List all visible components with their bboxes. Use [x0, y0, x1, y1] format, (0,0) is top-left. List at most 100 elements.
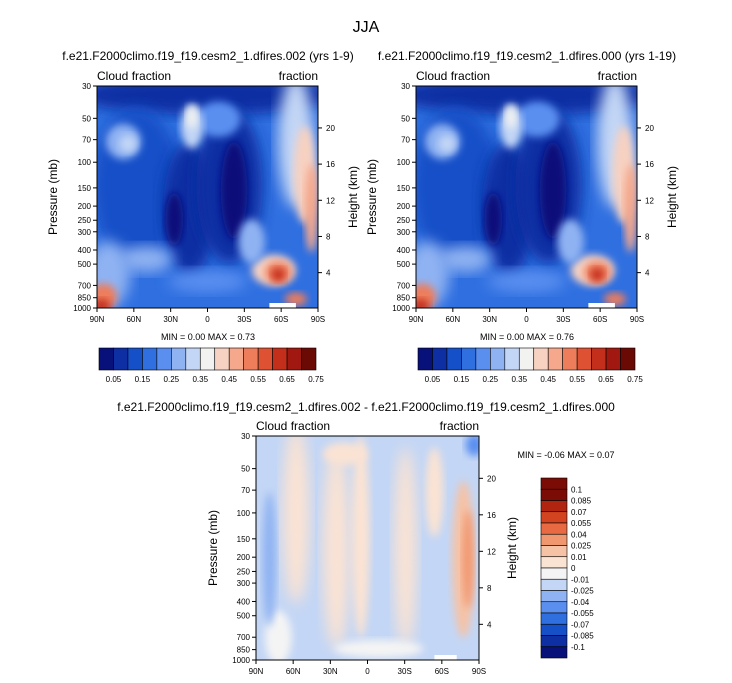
panel-3-field	[256, 436, 479, 660]
height-tick-label: 4	[645, 269, 650, 278]
y-tick-label: 50	[82, 114, 91, 123]
y-tick-label: 850	[237, 646, 251, 655]
field-contour	[484, 192, 503, 246]
panel-2-subtitle-left: Cloud fraction	[416, 69, 490, 83]
colorbar-label: 0.05	[106, 375, 122, 384]
colorbar-label: 0.35	[192, 375, 208, 384]
colorbar-swatch	[540, 533, 568, 546]
colorbar-swatch	[620, 347, 636, 371]
colorbar-label: 0.15	[454, 375, 470, 384]
colorbar-label: -0.01	[571, 575, 590, 584]
colorbar-swatch	[540, 488, 568, 501]
panel-2-stats: MIN = 0.00 MAX = 0.76	[480, 332, 574, 342]
height-tick-label: 4	[326, 269, 331, 278]
field-contour	[603, 292, 626, 306]
panel-1-title: f.e21.F2000climo.f19_f19.cesm2_1.dfires.…	[62, 49, 353, 63]
panel-3: f.e21.F2000climo.f19_f19.cesm2_1.dfires.…	[117, 400, 615, 676]
height-tick-label: 8	[326, 232, 331, 241]
y-tick-label: 400	[397, 246, 411, 255]
panel-2-field	[416, 86, 637, 308]
field-contour	[196, 101, 241, 138]
field-contour	[515, 101, 560, 138]
colorbar-swatch	[127, 347, 143, 371]
colorbar-label: 0.025	[571, 542, 592, 551]
x-tick-label: 30N	[482, 315, 497, 324]
colorbar-swatch	[540, 601, 568, 614]
colorbar-label: -0.055	[571, 609, 594, 618]
y-tick-label: 400	[78, 246, 92, 255]
x-tick-label: 60S	[593, 315, 607, 324]
colorbar-swatch	[540, 556, 568, 569]
colorbar-swatch	[185, 347, 201, 371]
x-tick-label: 60N	[445, 315, 460, 324]
x-tick-label: 0	[205, 315, 210, 324]
height-tick-label: 12	[645, 196, 654, 205]
colorbar-label: 0.07	[571, 508, 587, 517]
colorbar-swatch	[243, 347, 259, 371]
x-tick-label: 30N	[323, 667, 338, 676]
y-tick-label: 30	[401, 82, 410, 91]
colorbar-swatch	[540, 635, 568, 648]
colorbar-swatch	[540, 623, 568, 636]
panel-3-ylabel-left: Pressure (mb)	[206, 510, 220, 586]
y-tick-label: 300	[237, 579, 251, 588]
x-tick-label: 90S	[630, 315, 644, 324]
colorbar-swatch	[156, 347, 172, 371]
colorbar-swatch	[540, 612, 568, 625]
x-tick-label: 0	[365, 667, 370, 676]
panel-2-subtitle-right: fraction	[598, 69, 637, 83]
panel-1-ylabel-right: Height (km)	[346, 166, 360, 228]
x-tick-label: 90N	[90, 315, 105, 324]
y-tick-label: 500	[397, 260, 411, 269]
colorbar-label: 0.085	[571, 497, 592, 506]
missing-data	[434, 655, 457, 660]
colorbar-swatch	[113, 347, 129, 371]
colorbar-swatch	[540, 590, 568, 603]
y-tick-label: 200	[237, 553, 251, 562]
panel-1-stats: MIN = 0.00 MAX = 0.73	[161, 332, 255, 342]
colorbar-swatch	[257, 347, 273, 371]
field-contour	[322, 442, 368, 466]
field-contour	[334, 639, 424, 658]
colorbar-swatch	[504, 347, 520, 371]
y-tick-label: 150	[397, 184, 411, 193]
field-contour	[438, 245, 492, 273]
panel-3-subtitle-left: Cloud fraction	[256, 419, 330, 433]
colorbar-label: 0.25	[483, 375, 499, 384]
field-contour	[97, 86, 318, 115]
colorbar-label: 0.45	[221, 375, 237, 384]
y-tick-label: 50	[401, 114, 410, 123]
field-contour	[462, 509, 474, 609]
colorbar-label: 0.75	[308, 375, 324, 384]
colorbar-swatch	[591, 347, 607, 371]
field-contour	[167, 270, 248, 293]
colorbar-swatch	[540, 567, 568, 580]
colorbar-label: 0.04	[571, 530, 587, 539]
colorbar-swatch	[540, 578, 568, 591]
height-tick-label: 8	[487, 584, 492, 593]
height-tick-label: 20	[487, 474, 496, 483]
colorbar-label: -0.025	[571, 587, 594, 596]
field-contour	[505, 105, 517, 129]
height-tick-label: 4	[487, 620, 492, 629]
y-tick-label: 700	[397, 281, 411, 290]
y-tick-label: 250	[397, 216, 411, 225]
field-contour	[119, 134, 137, 153]
y-tick-label: 300	[78, 228, 92, 237]
height-tick-label: 16	[645, 160, 654, 169]
y-tick-label: 250	[237, 567, 251, 576]
colorbar-label: -0.04	[571, 598, 590, 607]
field-contour	[557, 219, 584, 264]
colorbar-swatch	[540, 500, 568, 513]
panel-3-subtitle-right: fraction	[440, 419, 479, 433]
colorbar-label: -0.085	[571, 632, 594, 641]
panel-1-ylabel-left: Pressure (mb)	[46, 159, 60, 235]
colorbar-label: 0.75	[627, 375, 643, 384]
x-tick-label: 90N	[409, 315, 424, 324]
y-tick-label: 700	[78, 281, 92, 290]
colorbar-swatch	[286, 347, 302, 371]
colorbar-swatch	[475, 347, 491, 371]
field-contour	[590, 268, 604, 282]
height-tick-label: 16	[326, 160, 335, 169]
